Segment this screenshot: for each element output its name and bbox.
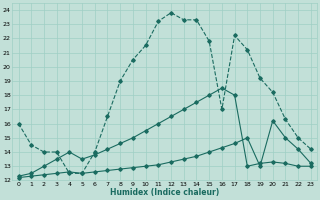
X-axis label: Humidex (Indice chaleur): Humidex (Indice chaleur) [110,188,219,197]
